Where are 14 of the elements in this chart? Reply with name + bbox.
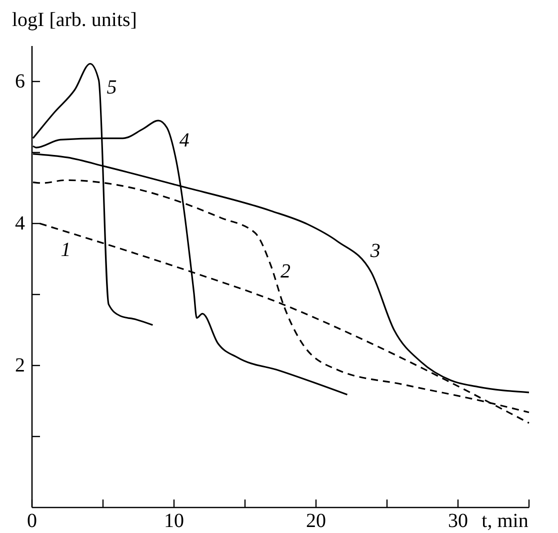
x-tick-label: 20: [306, 510, 326, 532]
y-tick-label: 2: [15, 354, 25, 376]
x-tick-label: 30: [448, 510, 468, 532]
series-label: 1: [60, 239, 71, 262]
series-label: 4: [179, 129, 190, 152]
series-label: 5: [106, 76, 117, 99]
x-axis-title: t, min: [482, 510, 528, 532]
series-label: 3: [369, 240, 380, 262]
y-tick-label: 4: [15, 212, 25, 234]
y-tick-label: 6: [15, 70, 25, 92]
y-axis-title: logI [arb. units]: [12, 9, 137, 31]
x-tick-label: 10: [164, 510, 184, 532]
series-label: 2: [280, 260, 291, 282]
x-tick-label: 0: [27, 510, 37, 532]
